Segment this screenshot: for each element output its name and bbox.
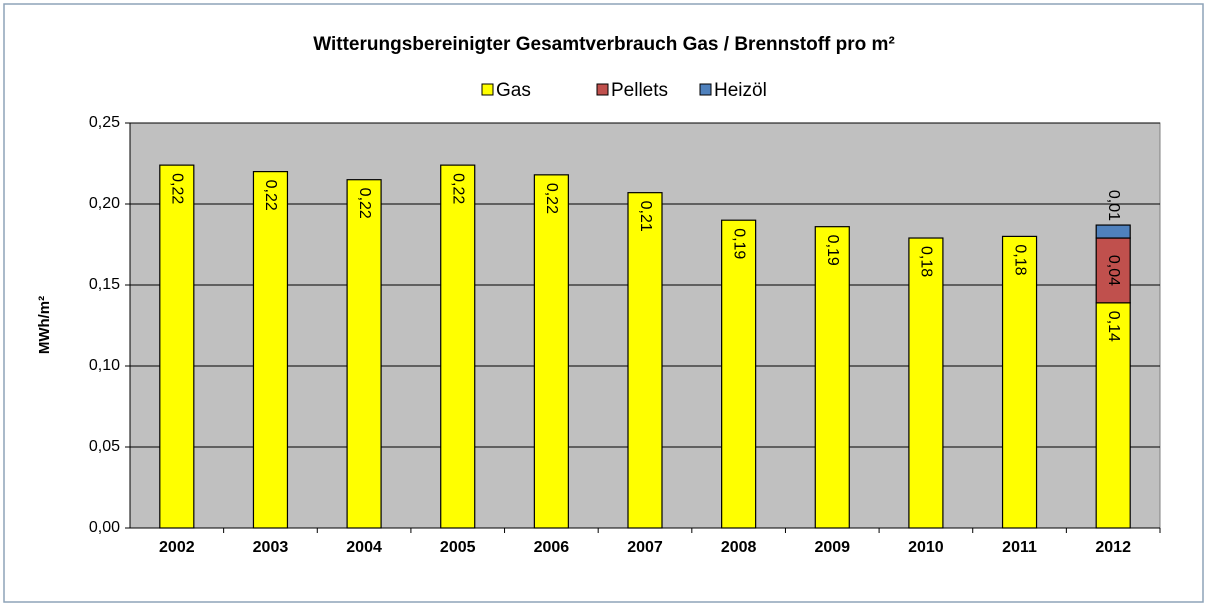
y-tick-label: 0,00 [89,519,120,536]
value-label: 0,22 [449,173,466,204]
y-tick-label: 0,20 [89,195,120,212]
value-label: 0,18 [918,246,935,277]
legend-swatch [699,83,712,96]
legend-label: Pellets [611,80,668,101]
x-tick-label: 2006 [534,539,570,556]
bar-segment [721,219,757,529]
bar-segment [814,226,850,529]
value-label: 0,22 [356,188,373,219]
x-tick-label: 2007 [627,539,663,556]
x-tick-label: 2005 [440,539,476,556]
value-label: 0,22 [543,183,560,214]
x-tick-label: 2003 [253,539,289,556]
y-tick-label: 0,05 [89,438,120,455]
value-label: 0,04 [1105,255,1122,286]
bar-segment [252,171,289,529]
y-tick-label: 0,15 [89,276,120,293]
bar-segment [440,164,476,529]
x-tick-label: 2011 [1002,539,1037,556]
x-tick-label: 2002 [159,539,195,556]
bar-segment [533,174,569,529]
value-label: 0,14 [1105,311,1122,342]
bar-segment [908,237,944,529]
y-tick-label: 0,10 [89,357,120,374]
y-tick-label: 0,25 [89,114,120,131]
x-tick-label: 2009 [814,539,850,556]
y-axis-label: MWh/m² [36,296,53,354]
bar-segment [346,179,382,529]
x-tick-label: 2008 [721,539,757,556]
value-label: 0,21 [637,201,654,232]
bar-segment [1095,224,1131,239]
legend-swatch [596,83,609,96]
x-tick-label: 2012 [1095,539,1131,556]
legend-label: Heizöl [714,80,767,101]
bar-segment [1095,237,1131,304]
bar-segment [1095,302,1131,529]
bar-segment [627,192,663,529]
legend-swatch [481,83,494,96]
bar-segment [1001,235,1038,529]
bar-segment [159,164,195,529]
chart-title: Witterungsbereinigter Gesamtverbrauch Ga… [313,34,895,55]
value-label: 0,22 [169,173,186,204]
x-tick-label: 2010 [908,539,944,556]
value-label: 0,19 [730,228,747,259]
x-tick-label: 2004 [346,539,382,556]
legend-label: Gas [496,80,531,101]
value-label: 0,18 [1011,244,1028,275]
value-label: 0,22 [262,180,279,211]
value-label: 0,01 [1105,190,1122,221]
value-label: 0,19 [824,235,841,266]
